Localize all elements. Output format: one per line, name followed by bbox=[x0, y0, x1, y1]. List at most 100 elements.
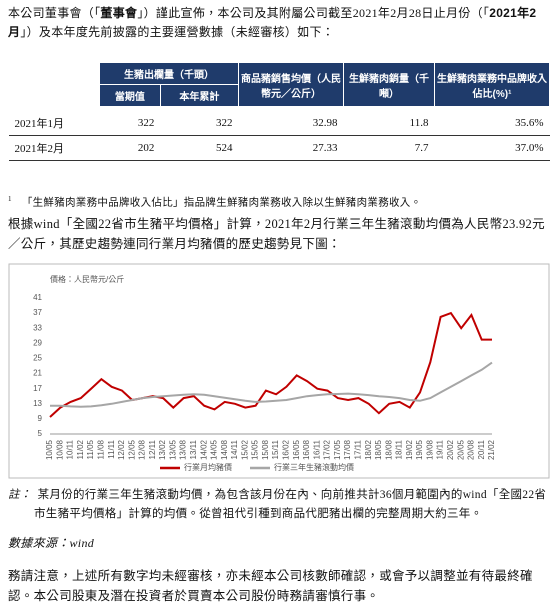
paragraph: 根據wind「全國22省市生豬平均價格」計算，2021年2月行業三年生豬滾動均價… bbox=[8, 217, 545, 251]
line bbox=[49, 311, 492, 418]
intro: 本公司董事會（「董事會」）謹此宣佈，本公司及其附屬公司截至2021年2月28日止… bbox=[8, 4, 550, 42]
x-tick-label: 15/08 bbox=[261, 439, 270, 460]
y-axis-title: 價格：人民幣元/公斤 bbox=[50, 274, 124, 284]
x-tick-label: 14/02 bbox=[199, 439, 208, 460]
header-cell: 當期值 bbox=[99, 84, 161, 107]
x-tick-label: 15/05 bbox=[251, 439, 260, 460]
closing: 務請注意，上述所有數字均未經審核，亦未經本公司核數師確認，或會予以調整並有待最終… bbox=[8, 569, 533, 603]
header-cell: 生豬出欄量（千頭） bbox=[99, 62, 239, 85]
x-tick-label: 17/08 bbox=[343, 439, 352, 460]
legend-label: 行業三年生豬滾動均價 bbox=[274, 462, 354, 472]
footnote-marker: 1 bbox=[8, 195, 12, 203]
x-tick-label: 17/02 bbox=[323, 439, 332, 460]
header-cell: 商品豬銷售均價（人民幣元／公斤） bbox=[238, 62, 344, 107]
chart-border bbox=[8, 263, 550, 479]
y-tick-label: 41 bbox=[33, 293, 42, 302]
x-tick-label: 11/02 bbox=[76, 439, 85, 459]
cell: 27.33 bbox=[238, 135, 344, 161]
y-tick-label: 25 bbox=[33, 354, 42, 363]
x-tick-label: 17/11 bbox=[353, 439, 362, 459]
source: 數據來源：wind bbox=[8, 536, 95, 550]
x-tick-label: 18/11 bbox=[395, 439, 404, 459]
x-tick-label: 14/05 bbox=[210, 439, 219, 460]
text: 」）及本年度先前披露的主要運營數據（未經審核）如下： bbox=[20, 25, 335, 39]
header-cell: 生鮮豬肉銷量（千噸） bbox=[343, 62, 435, 107]
x-tick-label: 11/08 bbox=[97, 439, 106, 459]
y-tick-label: 21 bbox=[33, 369, 42, 378]
x-tick-label: 18/08 bbox=[384, 439, 393, 460]
note: 註： 某月份的行業三年生豬滾動均價，為包含該月份在內、向前推共計36個月範圍內的w… bbox=[8, 486, 550, 524]
data-table: 生豬出欄量（千頭） 商品豬銷售均價（人民幣元／公斤） 生鮮豬肉銷量（千噸） 生鮮… bbox=[8, 62, 550, 161]
x-tick-label: 12/11 bbox=[148, 439, 157, 459]
line bbox=[50, 361, 493, 408]
cell: 524 bbox=[160, 135, 239, 161]
y-tick-label: 17 bbox=[33, 384, 42, 393]
x-tick-label: 10/05 bbox=[45, 439, 54, 460]
x-tick-label: 20/11 bbox=[477, 439, 486, 459]
x-tick-label: 19/02 bbox=[405, 439, 414, 460]
cell: 322 bbox=[99, 111, 161, 136]
x-tick-label: 11/11 bbox=[107, 439, 116, 458]
x-tick-label: 18/02 bbox=[364, 439, 373, 460]
y-tick-label: 5 bbox=[38, 429, 43, 438]
y-tick-label: 33 bbox=[33, 323, 42, 332]
header-cell: 生鮮豬肉業務中品牌收入佔比(%)¹ bbox=[434, 62, 550, 107]
header-cell bbox=[8, 62, 100, 107]
x-tick-label: 13/05 bbox=[168, 439, 177, 460]
row: 2021年1月 322 322 32.98 11.8 35.6% bbox=[8, 111, 550, 136]
x-tick-label: 19/08 bbox=[425, 439, 434, 460]
cell: 322 bbox=[160, 111, 239, 136]
row: 2021年2月 202 524 27.33 7.7 37.0% bbox=[8, 135, 550, 161]
legend-label: 行業月均豬價 bbox=[184, 462, 232, 472]
cell: 2021年1月 bbox=[8, 111, 100, 136]
x-tick-label: 18/05 bbox=[374, 439, 383, 460]
cell: 2021年2月 bbox=[8, 135, 100, 161]
x-tick-label: 13/11 bbox=[189, 439, 198, 459]
x-tick-label: 12/05 bbox=[127, 439, 136, 460]
x-tick-label: 20/05 bbox=[456, 439, 465, 460]
cell: 32.98 bbox=[238, 111, 344, 136]
cell: 35.6% bbox=[434, 111, 550, 136]
header-cell: 本年累計 bbox=[159, 84, 240, 107]
x-tick-label: 10/08 bbox=[55, 439, 64, 460]
text: 某月份的行業三年生豬滾動均價，為包含該月份在內、向前推共計36個月範圍內的win… bbox=[34, 489, 547, 520]
text: 「生鮮豬肉業務中品牌收入佔比」指品牌生鮮豬肉業務收入除以生鮮豬肉業務收入。 bbox=[21, 197, 422, 209]
x-tick-label: 11/05 bbox=[86, 439, 95, 459]
x-tick-label: 12/08 bbox=[138, 439, 147, 460]
x-tick-label: 19/11 bbox=[436, 439, 445, 459]
x-tick-label: 19/05 bbox=[415, 439, 424, 460]
y-tick-label: 29 bbox=[33, 338, 42, 347]
x-tick-label: 14/08 bbox=[220, 439, 229, 460]
x-tick-label: 15/11 bbox=[271, 439, 280, 459]
x-tick-label: 16/05 bbox=[292, 439, 301, 460]
cell: 11.8 bbox=[343, 111, 435, 136]
cell: 202 bbox=[99, 135, 161, 161]
footnote: 1 「生鮮豬肉業務中品牌收入佔比」指品牌生鮮豬肉業務收入除以生鮮豬肉業務收入。 bbox=[8, 190, 550, 213]
x-tick-label: 12/02 bbox=[117, 439, 126, 460]
x-tick-label: 13/08 bbox=[179, 439, 188, 460]
x-tick-label: 16/11 bbox=[312, 439, 321, 459]
x-tick-label: 16/08 bbox=[302, 439, 311, 460]
x-tick-label: 15/02 bbox=[240, 439, 249, 460]
text: 董事會 bbox=[100, 6, 138, 20]
y-tick-label: 13 bbox=[33, 399, 42, 408]
x-tick-label: 20/08 bbox=[467, 439, 476, 460]
x-tick-label: 13/02 bbox=[158, 439, 167, 460]
cell: 37.0% bbox=[434, 135, 550, 161]
text: 2021年2月 bbox=[8, 6, 537, 39]
text: 」）謹此宣佈，本公司及其附屬公司截至2021年2月28日止月份（「 bbox=[137, 6, 490, 20]
x-tick-label: 16/02 bbox=[282, 439, 291, 460]
cell: 7.7 bbox=[343, 135, 435, 161]
x-tick-label: 20/02 bbox=[446, 439, 455, 460]
y-tick-label: 9 bbox=[38, 414, 43, 423]
x-tick-label: 14/11 bbox=[230, 439, 239, 459]
text: 本公司董事會（「 bbox=[8, 6, 101, 20]
note-label: 註： bbox=[8, 489, 32, 501]
y-tick-label: 37 bbox=[33, 308, 42, 317]
x-tick-label: 17/05 bbox=[333, 439, 342, 460]
x-tick-label: 21/02 bbox=[487, 439, 496, 460]
x-tick-label: 10/11 bbox=[66, 439, 75, 459]
